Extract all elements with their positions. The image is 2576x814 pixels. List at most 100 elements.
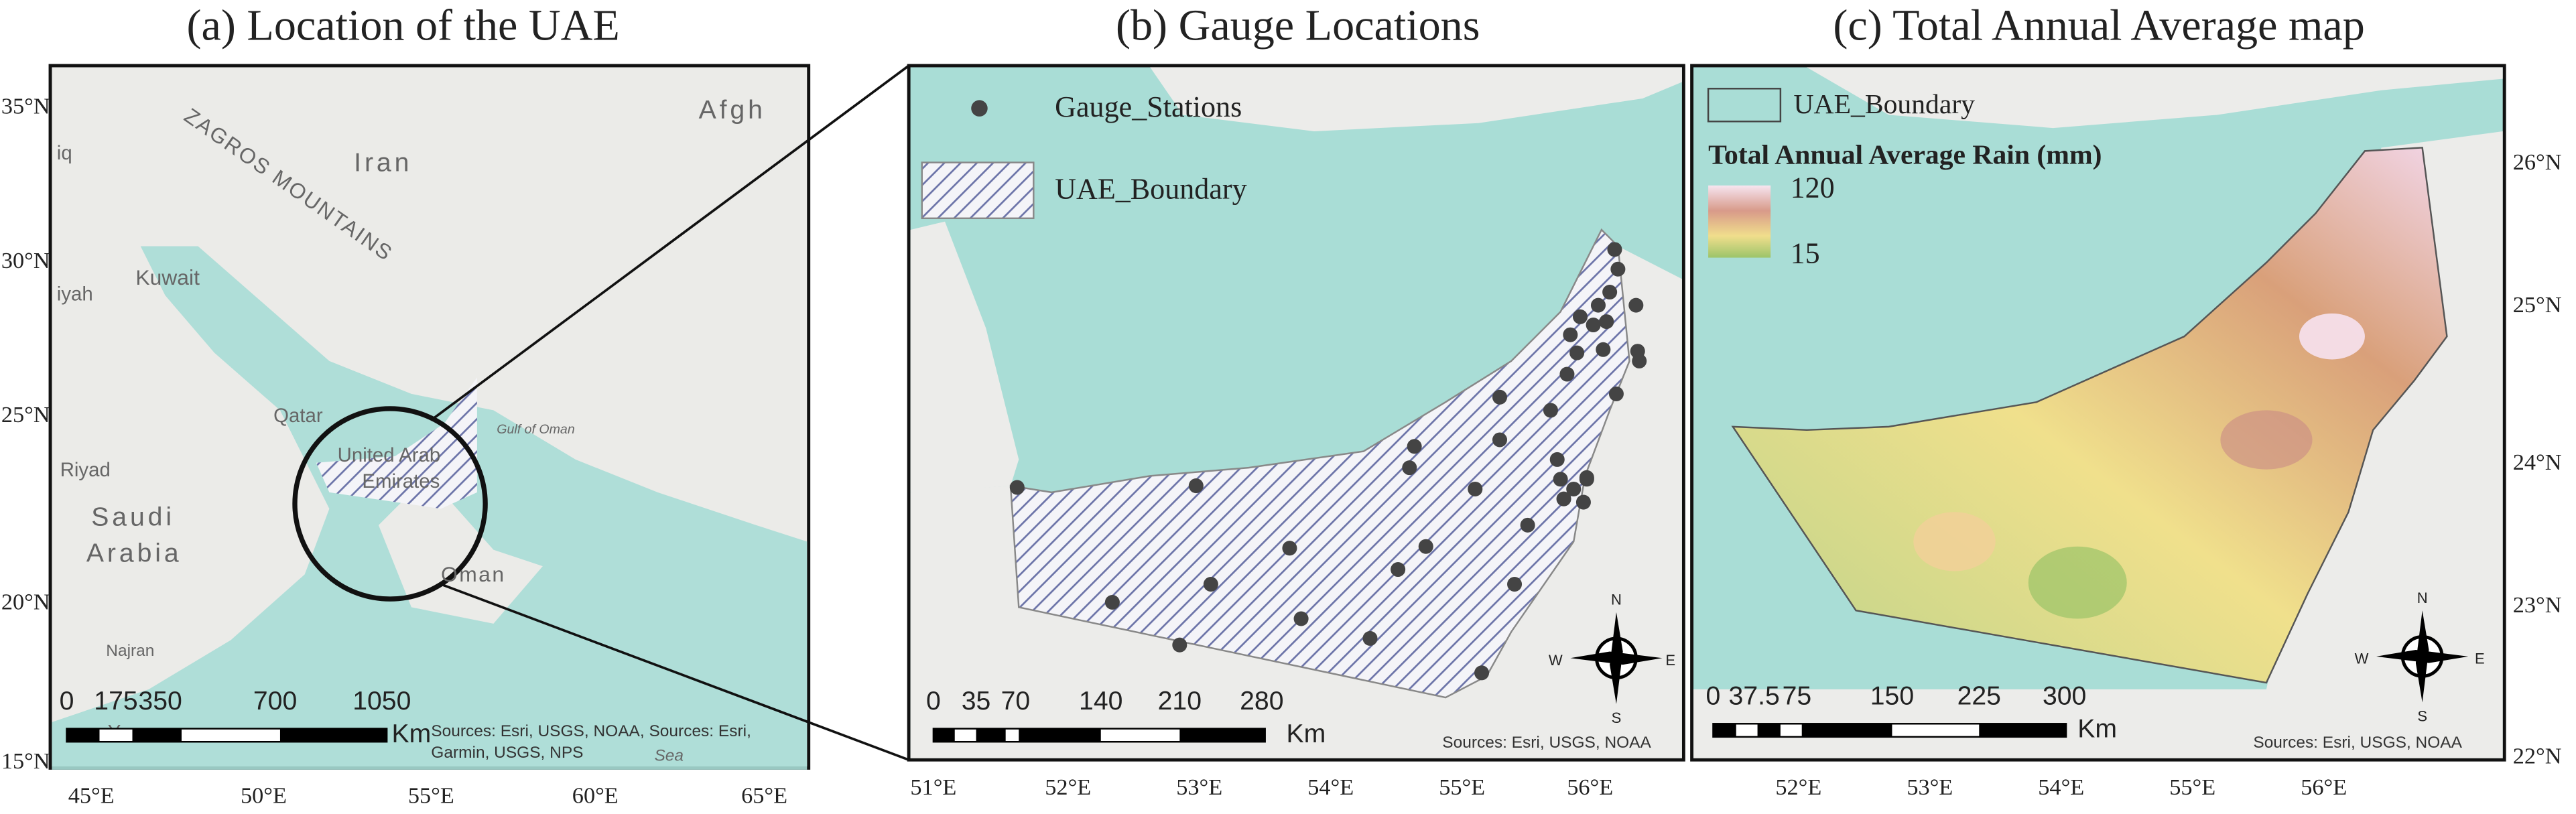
gauge [1607, 242, 1622, 257]
gauge-stations [1009, 242, 1647, 681]
gauge [1590, 297, 1606, 313]
place-label: Emirates [362, 470, 440, 492]
gauge [1009, 480, 1025, 495]
place-label: Najran [106, 642, 154, 660]
gauge [1596, 342, 1611, 357]
scale-label: 300 [2043, 681, 2086, 710]
legend-label: Gauge_Stations [1055, 90, 1242, 123]
scale-label: 225 [1957, 681, 2001, 710]
scale-label: 70 [1001, 687, 1031, 716]
connector [430, 64, 910, 421]
gauge [1575, 494, 1591, 510]
gauge [1492, 432, 1508, 448]
rain-blob [1913, 512, 1996, 571]
compass-label: W [2355, 651, 2369, 667]
lon-label: 52°E [1775, 774, 1821, 800]
scale-segment [1979, 724, 2067, 737]
gauge [1474, 665, 1490, 681]
place-label: Iran [354, 148, 412, 177]
gauge [1468, 481, 1483, 497]
lon-label: 53°E [1176, 774, 1222, 800]
gauge [1599, 314, 1614, 330]
scale-segment [66, 728, 100, 742]
lat-label: 26°N [2513, 149, 2562, 175]
scale-label: 75 [1783, 681, 1812, 710]
place-label: United Arab [338, 444, 441, 466]
compass-label: W [1549, 652, 1563, 669]
lon-label: 53°E [1907, 774, 1953, 800]
land [378, 476, 543, 624]
legend-label: UAE_Boundary [1793, 89, 1975, 120]
gauge [1586, 317, 1601, 333]
scale-label: 280 [1240, 687, 1283, 716]
rain-surface [1731, 147, 2448, 684]
legend-symbol [971, 100, 988, 117]
lon-label: 51°E [910, 774, 956, 800]
scale-segment [132, 728, 182, 742]
gauge [1632, 353, 1647, 368]
lon-label: 55°E [408, 783, 454, 808]
scale-segment [279, 728, 387, 742]
compass-needle [1570, 612, 1663, 704]
gauge [1549, 452, 1565, 467]
gauge [1362, 630, 1378, 646]
gauge [1104, 594, 1120, 610]
rain-blob [2220, 410, 2313, 470]
gauge [1556, 491, 1571, 506]
gauge [1543, 403, 1558, 418]
color-ramp-title: Total Annual Average Rain (mm) [1708, 140, 2102, 171]
gauge [1573, 309, 1588, 324]
panel-c: UAE_Boundary Total Annual Average Rain (… [1690, 64, 2562, 800]
lon-label: 55°E [2169, 774, 2215, 800]
gauge [1563, 327, 1578, 342]
sources: Sources: Esri, USGS, NOAA [1442, 734, 1651, 752]
lon-label: 65°E [741, 783, 787, 808]
lat-label: 20°N [1, 589, 50, 614]
scale-segment [976, 728, 1006, 742]
scale-unit: Km [1287, 720, 1326, 748]
sources: Sources: Esri, USGS, NOAA, Sources: Esri… [431, 722, 751, 740]
color-ramp-min: 15 [1791, 236, 1820, 269]
scale-bar [932, 728, 1266, 743]
place-label: Arabia [86, 539, 182, 567]
rain-blob [2299, 313, 2365, 360]
place-label: Oman [441, 562, 505, 586]
legend-symbol [921, 161, 1035, 220]
panel-title: (c) Total Annual Average map [1833, 1, 2364, 50]
lon-label: 60°E [572, 783, 619, 808]
lat-label: 25°N [1, 402, 50, 427]
lon-label: 56°E [1567, 774, 1613, 800]
gauge [1579, 470, 1594, 485]
lon-label: 50°E [241, 783, 287, 808]
focus-circle [292, 406, 488, 602]
lat-label: 15°N [1, 748, 50, 774]
compass-label: S [2417, 707, 2427, 724]
scale-label: 0 [926, 687, 941, 716]
gauge [1602, 285, 1618, 300]
scale-label: 350 [138, 687, 182, 716]
scale-segment [1179, 728, 1265, 742]
place-label: Afgh [699, 96, 766, 125]
scale-segment [1713, 724, 1736, 737]
lon-label: 54°E [1307, 774, 1354, 800]
panel-b: Gauge_Stations UAE_Boundary 51°E 52°E 53… [907, 64, 1685, 800]
place-label: Qatar [273, 405, 323, 427]
gauge [1520, 517, 1535, 533]
land [1807, 67, 2503, 129]
scale-label: 210 [1158, 687, 1202, 716]
gauge [1282, 541, 1297, 556]
lon-label: 45°E [68, 783, 115, 808]
legend-symbol [1707, 88, 1782, 123]
lat-label: 30°N [1, 248, 50, 273]
panel-title: (b) Gauge Locations [1116, 1, 1480, 50]
gauge [1402, 460, 1417, 476]
compass: N S W E [1549, 591, 1675, 726]
scale-bar [1712, 723, 2067, 738]
color-ramp [1708, 185, 1771, 258]
gauge [1188, 478, 1204, 494]
scale-label: 1050 [352, 687, 411, 716]
rain-blob [2028, 546, 2127, 619]
scale-bar [66, 728, 388, 743]
